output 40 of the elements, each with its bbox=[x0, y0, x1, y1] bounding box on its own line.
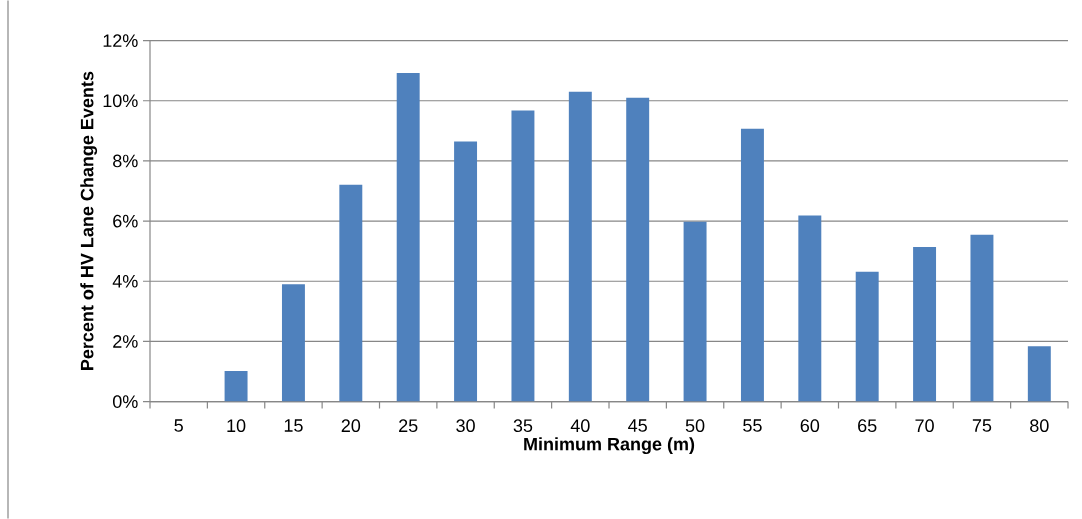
y-tick-label: 10% bbox=[103, 94, 138, 108]
y-tick-label: 0% bbox=[112, 395, 138, 408]
x-tick-label: 55 bbox=[743, 419, 762, 432]
x-tick-label: 80 bbox=[1030, 419, 1049, 432]
bar bbox=[740, 128, 764, 402]
x-tick-label: 45 bbox=[628, 419, 647, 432]
bar bbox=[1027, 346, 1051, 402]
bar bbox=[970, 234, 994, 402]
bar bbox=[454, 141, 478, 402]
x-tick-label: 65 bbox=[858, 419, 877, 432]
y-tick-label: 6% bbox=[113, 214, 138, 228]
bar bbox=[224, 370, 248, 402]
x-tick-label: 20 bbox=[341, 419, 361, 432]
bar bbox=[281, 284, 305, 402]
y-axis-title: Percent of HV Lane Change Events bbox=[80, 71, 98, 370]
bar bbox=[626, 97, 650, 402]
x-tick-label: 60 bbox=[800, 419, 820, 432]
bar bbox=[396, 73, 420, 402]
x-tick-label: 70 bbox=[915, 419, 934, 432]
x-tick-label: 25 bbox=[399, 419, 418, 432]
y-tick-label: 8% bbox=[113, 154, 138, 168]
bar bbox=[511, 110, 535, 402]
bar bbox=[913, 246, 937, 402]
x-tick-label: 75 bbox=[972, 419, 992, 432]
bar bbox=[798, 215, 822, 402]
y-tick-label: 2% bbox=[113, 335, 138, 348]
x-tick-label: 35 bbox=[513, 419, 533, 432]
x-tick-label: 40 bbox=[570, 419, 590, 432]
bar bbox=[339, 184, 363, 402]
x-tick-label: 10 bbox=[227, 419, 246, 432]
bar bbox=[855, 271, 879, 402]
bar bbox=[683, 221, 707, 402]
x-tick-label: 50 bbox=[685, 419, 705, 432]
bar bbox=[568, 91, 592, 402]
y-tick-label: 4% bbox=[112, 274, 138, 288]
x-tick-label: 15 bbox=[284, 419, 303, 432]
x-tick-label: 5 bbox=[174, 419, 183, 432]
y-tick-label: 12% bbox=[103, 34, 138, 47]
x-tick-label: 30 bbox=[456, 419, 475, 432]
x-axis-title: Minimum Range (m) bbox=[524, 437, 695, 454]
